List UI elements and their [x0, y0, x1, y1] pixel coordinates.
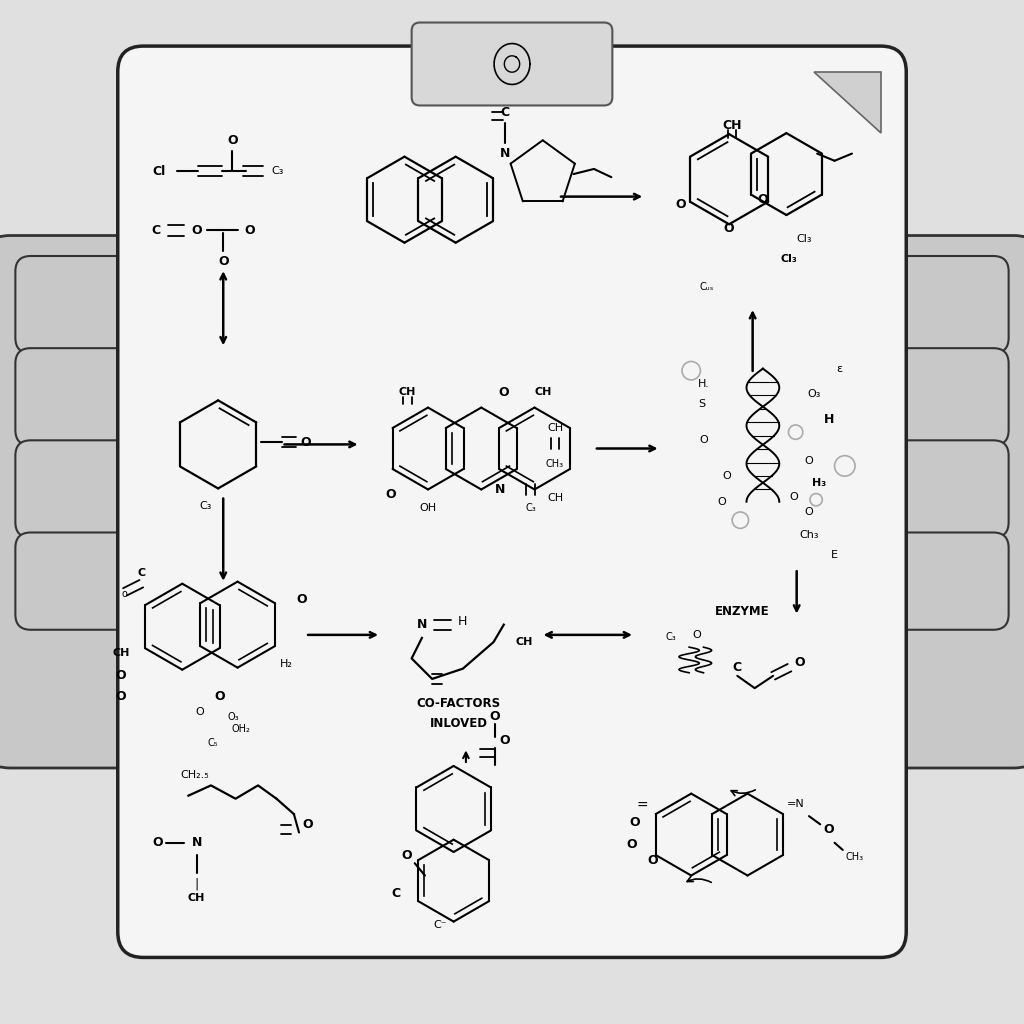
Text: N: N: [191, 837, 202, 849]
Text: O: O: [386, 488, 396, 501]
Text: CH: CH: [535, 387, 551, 397]
Text: S: S: [698, 399, 705, 410]
Text: O: O: [699, 435, 708, 445]
Text: O: O: [647, 854, 657, 866]
Text: C₃: C₃: [271, 166, 284, 176]
Text: Cl₃: Cl₃: [796, 233, 812, 244]
Text: O: O: [718, 497, 726, 507]
Text: O: O: [401, 849, 412, 861]
FancyBboxPatch shape: [0, 236, 154, 768]
Text: H: H: [458, 615, 468, 628]
Text: N: N: [500, 147, 510, 160]
Text: O: O: [302, 818, 312, 830]
Text: C: C: [137, 568, 145, 579]
Text: CH: CH: [516, 637, 532, 647]
Text: H₃: H₃: [812, 478, 826, 488]
Text: =: =: [636, 799, 648, 813]
Text: O: O: [116, 690, 126, 702]
Text: O: O: [676, 199, 686, 211]
Text: O: O: [723, 471, 731, 481]
Text: O₃: O₃: [227, 712, 240, 722]
Text: C₅: C₅: [208, 738, 218, 749]
Text: O: O: [153, 837, 163, 849]
Text: CH: CH: [113, 648, 129, 658]
FancyBboxPatch shape: [15, 532, 148, 630]
Text: O: O: [627, 839, 637, 851]
Text: =N: =N: [786, 799, 805, 809]
Text: C: C: [501, 106, 509, 119]
Text: CH₃: CH₃: [546, 459, 564, 469]
FancyBboxPatch shape: [876, 348, 1009, 445]
Text: O: O: [297, 593, 307, 605]
Text: O: O: [301, 436, 311, 449]
Text: O: O: [227, 134, 238, 146]
Text: O: O: [218, 255, 228, 267]
FancyBboxPatch shape: [15, 348, 148, 445]
FancyBboxPatch shape: [15, 256, 148, 353]
FancyBboxPatch shape: [118, 46, 906, 957]
Text: CH: CH: [399, 387, 416, 397]
Text: O: O: [116, 670, 126, 682]
Text: o: o: [122, 589, 128, 599]
Text: CH: CH: [547, 493, 563, 503]
Text: O: O: [795, 656, 805, 669]
Text: O: O: [499, 386, 509, 398]
Text: CH₃: CH₃: [846, 852, 864, 862]
Text: C⁻: C⁻: [433, 920, 447, 930]
Text: C₃: C₃: [200, 501, 212, 511]
FancyBboxPatch shape: [412, 23, 612, 105]
Text: H₂: H₂: [281, 658, 293, 669]
Text: ε: ε: [837, 364, 843, 374]
FancyBboxPatch shape: [870, 236, 1024, 768]
Text: O: O: [823, 823, 834, 836]
Text: CH: CH: [188, 893, 205, 903]
Text: Cl: Cl: [153, 165, 165, 177]
FancyBboxPatch shape: [876, 532, 1009, 630]
Text: Cᵤₛ: Cᵤₛ: [699, 282, 714, 292]
Text: H.: H.: [697, 379, 710, 389]
Text: INLOVED: INLOVED: [430, 718, 487, 730]
Text: CH₂.₅: CH₂.₅: [180, 770, 209, 780]
Text: O₃: O₃: [807, 389, 821, 399]
Text: OH: OH: [420, 503, 436, 513]
Text: C: C: [733, 662, 741, 674]
Text: O: O: [805, 507, 813, 517]
Text: O: O: [790, 492, 798, 502]
Text: O: O: [196, 707, 204, 717]
Text: OH₂: OH₂: [231, 724, 250, 734]
Text: C₃: C₃: [666, 632, 676, 642]
Polygon shape: [814, 72, 881, 133]
Text: CH: CH: [547, 423, 563, 433]
Text: Ch₃: Ch₃: [799, 529, 819, 540]
FancyBboxPatch shape: [15, 440, 148, 538]
Text: N: N: [495, 483, 505, 496]
Text: O: O: [500, 734, 510, 746]
Text: Cl₃: Cl₃: [780, 254, 797, 264]
Text: C₃: C₃: [525, 503, 536, 513]
Text: O: O: [215, 690, 225, 702]
Text: CH: CH: [722, 120, 742, 132]
Text: C: C: [152, 224, 160, 237]
Text: E: E: [831, 550, 838, 560]
Text: CO-FACTORS: CO-FACTORS: [417, 697, 501, 710]
Text: H: H: [824, 414, 835, 426]
Text: O: O: [758, 194, 768, 206]
Text: O: O: [692, 630, 700, 640]
Text: O: O: [724, 222, 734, 234]
Text: O: O: [630, 816, 640, 828]
Text: O: O: [191, 224, 202, 237]
Text: O: O: [245, 224, 255, 237]
Text: O: O: [805, 456, 813, 466]
FancyBboxPatch shape: [876, 440, 1009, 538]
FancyBboxPatch shape: [876, 256, 1009, 353]
Text: |: |: [195, 878, 199, 890]
Text: O: O: [489, 711, 500, 723]
Text: ENZYME: ENZYME: [715, 605, 770, 617]
Text: C: C: [392, 888, 400, 900]
Text: N: N: [417, 618, 427, 631]
